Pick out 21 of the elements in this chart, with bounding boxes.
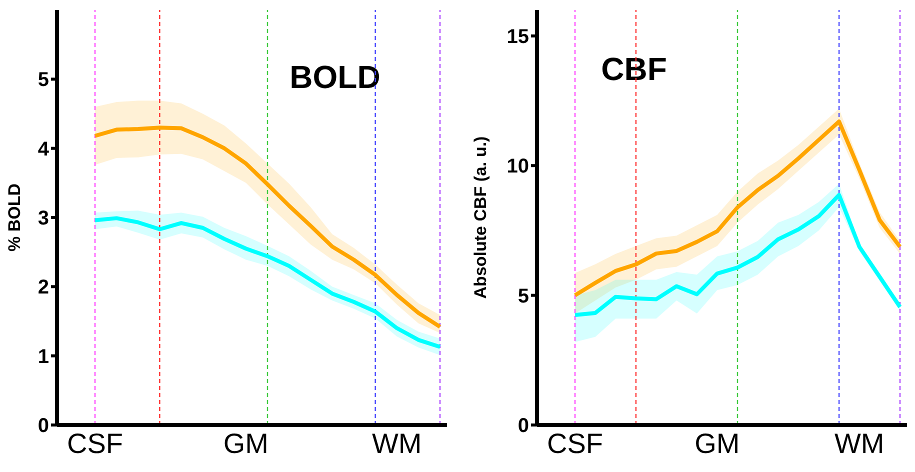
y-tick-label: 4: [38, 138, 50, 160]
x-tick-label: GM: [223, 428, 268, 459]
x-tick-label: CSF: [67, 428, 123, 459]
x-tick-label: WM: [834, 428, 884, 459]
y-tick-label: 2: [38, 276, 49, 299]
y-tick-label: 10: [506, 156, 529, 178]
text: CBF: [601, 51, 667, 87]
y-tick-label: 1: [38, 346, 49, 368]
y-tick-label: 15: [506, 26, 529, 48]
y-axis-title: Absolute CBF (a. u.): [471, 136, 490, 299]
x-tick-label: WM: [372, 428, 422, 459]
y-tick-label: 3: [38, 208, 49, 230]
line-series: [573, 192, 902, 318]
y-tick-label: 0: [518, 415, 529, 437]
y-tick-label: 5: [518, 285, 529, 308]
text: BOLD: [290, 59, 380, 95]
y-axis-title: % BOLD: [5, 184, 24, 252]
x-tick-label: CSF: [547, 428, 603, 459]
x-tick-label: GM: [694, 428, 740, 459]
y-tick-label: 0: [38, 415, 49, 437]
y-tick-label: 5: [38, 69, 49, 92]
